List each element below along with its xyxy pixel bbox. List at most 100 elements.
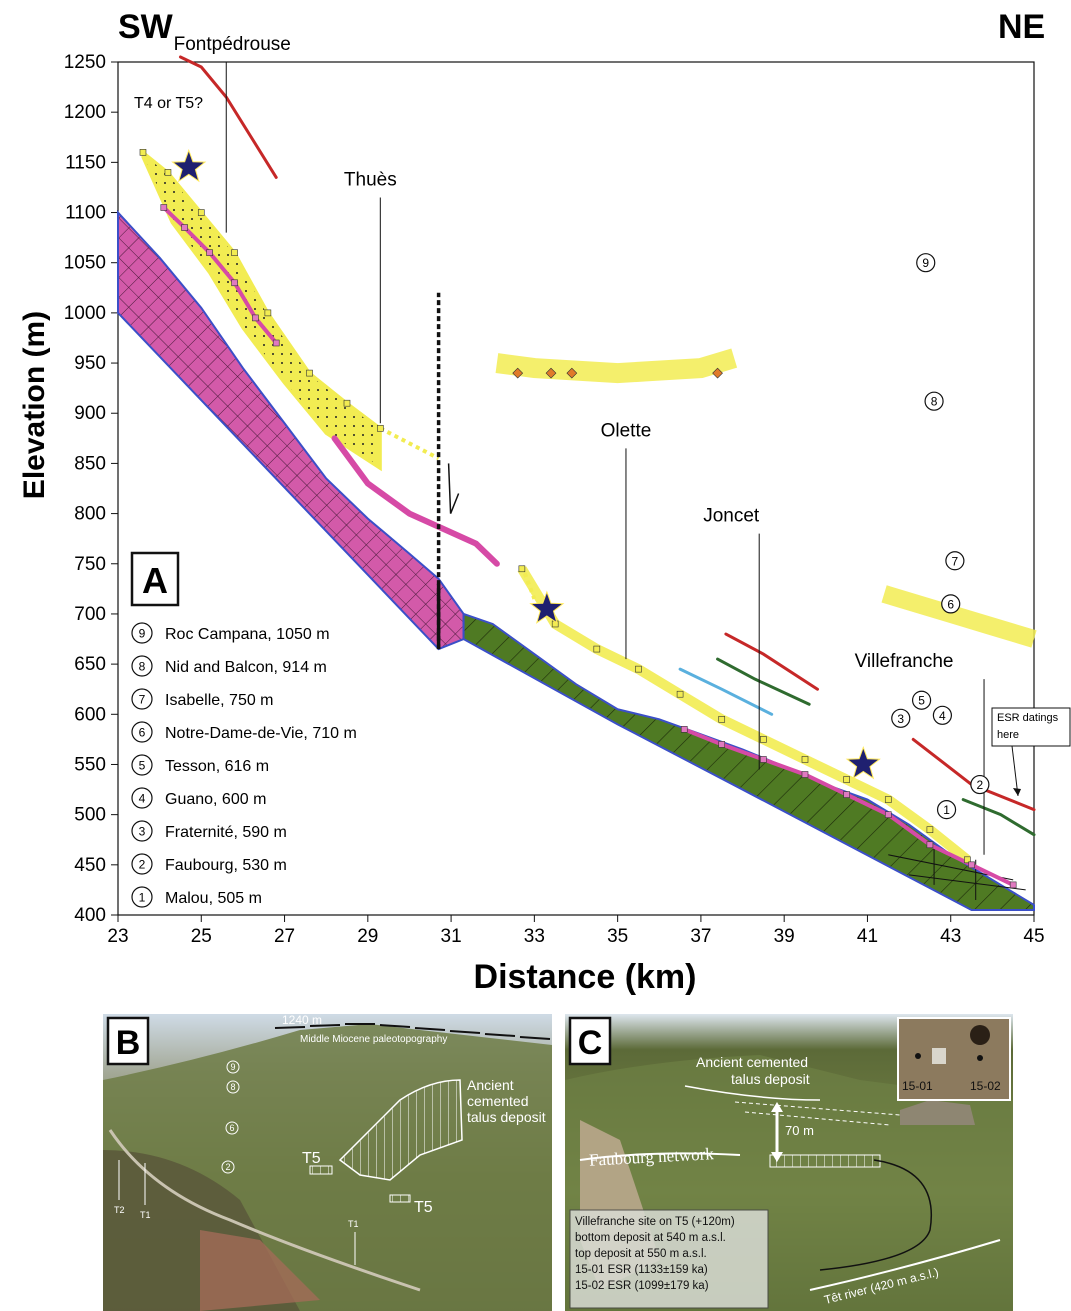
x-tick-label: 29 xyxy=(357,926,378,947)
axes: 23 25 27 29 31 33 35 37 39 41 43 454004505005506006… xyxy=(64,52,1045,947)
terrace-marker xyxy=(343,399,351,407)
cave-marker xyxy=(941,594,961,614)
panel-b-deposit-1: Ancient xyxy=(467,1077,514,1093)
green-terrace-villefranche xyxy=(961,798,1036,837)
terrace-marker xyxy=(1009,881,1017,889)
panel-c: C Ancient cemented talus deposit 70 m Fa… xyxy=(565,1014,1013,1311)
annotation-layer: Fontpédrouse Thuès Olette Joncet Villefranch… xyxy=(134,34,990,855)
cave-marker xyxy=(911,690,932,710)
y-tick-label: 850 xyxy=(74,453,106,474)
panel-c-inset-b: 15-02 xyxy=(970,1079,1001,1093)
yellow-dashed-lower xyxy=(520,565,537,600)
terrace-marker xyxy=(718,741,726,748)
magenta-terrace-upper xyxy=(161,205,279,345)
terrace-marker xyxy=(635,665,642,673)
y-tick-label: 1150 xyxy=(65,152,106,173)
y-tick-label: 450 xyxy=(74,855,106,876)
panel-b-t1-a: T1 xyxy=(140,1210,151,1220)
panel-b-deposit-outline xyxy=(338,1079,463,1181)
star-icon xyxy=(845,746,881,780)
panel-b-village xyxy=(200,1230,320,1311)
legend-text: Nid and Balcon, 914 m xyxy=(165,659,327,676)
legend-text: Tesson, 616 m xyxy=(165,758,269,775)
x-tick-label: 35 xyxy=(607,926,628,947)
legend-number: 4 xyxy=(139,792,146,806)
y-tick-label: 750 xyxy=(74,554,106,575)
y-tick-label: 650 xyxy=(74,654,106,675)
legend-number: 6 xyxy=(139,726,146,740)
legend-number: 1 xyxy=(139,891,146,905)
terrace-marker xyxy=(968,861,975,869)
panel-b-t5-b: T5 xyxy=(414,1199,433,1216)
panel-b-t2: T2 xyxy=(114,1205,125,1215)
legend-number: 7 xyxy=(139,693,146,707)
panel-c-info-1: Villefranche site on T5 (+120m) xyxy=(575,1216,735,1228)
terrace-marker xyxy=(272,339,280,347)
locality-label: Olette xyxy=(601,420,652,441)
yellow-dashed-upper xyxy=(379,426,440,461)
locality-label: Villefranche xyxy=(855,651,954,672)
terrace-marker xyxy=(680,726,688,733)
panel-b-cave-9: 9 xyxy=(230,1062,235,1072)
magenta-terrace-middle xyxy=(331,435,500,567)
terrace-marker xyxy=(884,811,892,818)
panel-b-paleo: Middle Miocene paleotopography xyxy=(300,1034,447,1045)
legend-number: 3 xyxy=(139,825,146,839)
y-tick-label: 950 xyxy=(74,353,106,374)
esr-note-arrow xyxy=(1011,745,1019,797)
y-tick-label: 1050 xyxy=(64,253,106,274)
panel-c-info-4: 15-01 ESR (1133±159 ka) xyxy=(575,1264,708,1276)
terrace-marker xyxy=(252,314,259,322)
x-tick-label: 23 xyxy=(107,926,128,947)
y-tick-label: 600 xyxy=(74,704,106,725)
x-tick-label: 31 xyxy=(441,926,462,947)
panel-b-deposit-2: cemented xyxy=(467,1093,528,1109)
terrace-marker xyxy=(164,169,172,176)
terrace-marker xyxy=(718,716,726,723)
plot-frame xyxy=(117,61,1035,916)
band-marker xyxy=(712,367,723,379)
panel-b-elevation: 1240 m xyxy=(282,1013,322,1027)
terrace-marker xyxy=(926,826,934,834)
x-axis-label: Distance (km) xyxy=(474,958,697,996)
cave-marker xyxy=(924,391,944,411)
legend-marker xyxy=(131,853,153,875)
terrace-marker xyxy=(306,369,313,377)
panel-b-cave-6: 6 xyxy=(229,1123,234,1133)
terrace-marker xyxy=(760,756,767,763)
yellow-deposit-lower xyxy=(517,566,971,864)
x-tick-label: 37 xyxy=(690,926,711,947)
panel-b: B 1240 m Middle Miocene paleotopography … xyxy=(103,1013,552,1311)
terrace-marker xyxy=(264,309,272,317)
panel-b-t1-b: T1 xyxy=(348,1219,359,1229)
legend-marker xyxy=(131,820,153,842)
cave-marker-number: 9 xyxy=(922,256,929,270)
cave-marker-number: 4 xyxy=(939,709,946,723)
cave-marker xyxy=(936,800,957,820)
legend-text: Notre-Dame-de-Vie, 710 m xyxy=(165,725,357,742)
x-tick-label: 43 xyxy=(940,926,961,947)
terrace-marker xyxy=(231,249,238,256)
bedrock-green xyxy=(462,612,1035,911)
panel-b-road xyxy=(108,1129,421,1292)
x-tick-label: 33 xyxy=(524,926,545,947)
legend-text: Malou, 505 m xyxy=(165,890,262,907)
t4-or-t5-label: T4 or T5? xyxy=(134,95,203,112)
legend-marker xyxy=(131,721,153,743)
cave-marker-number: 5 xyxy=(918,694,925,708)
y-tick-label: 800 xyxy=(74,504,106,525)
legend-number: 2 xyxy=(139,858,146,872)
panel-b-letter: B xyxy=(116,1024,141,1062)
cave-marker-number: 2 xyxy=(977,778,984,792)
legend-number: 5 xyxy=(139,759,146,773)
locality-label: Fontpédrouse xyxy=(174,34,291,55)
panel-c-info-box xyxy=(569,1209,769,1309)
terrace-marker xyxy=(160,204,168,211)
cave-marker xyxy=(891,708,911,728)
terrace-marker xyxy=(843,791,850,798)
panel-b-t5-patch-a xyxy=(309,1165,333,1175)
panel-b-t5-a: T5 xyxy=(302,1150,321,1167)
cave-legend: 9 Roc Campana, 1050 m 8 Nid and Balcon, 914… xyxy=(131,622,357,908)
yellow-band-right xyxy=(881,585,1037,648)
esr-note-line-2: here xyxy=(997,729,1019,741)
